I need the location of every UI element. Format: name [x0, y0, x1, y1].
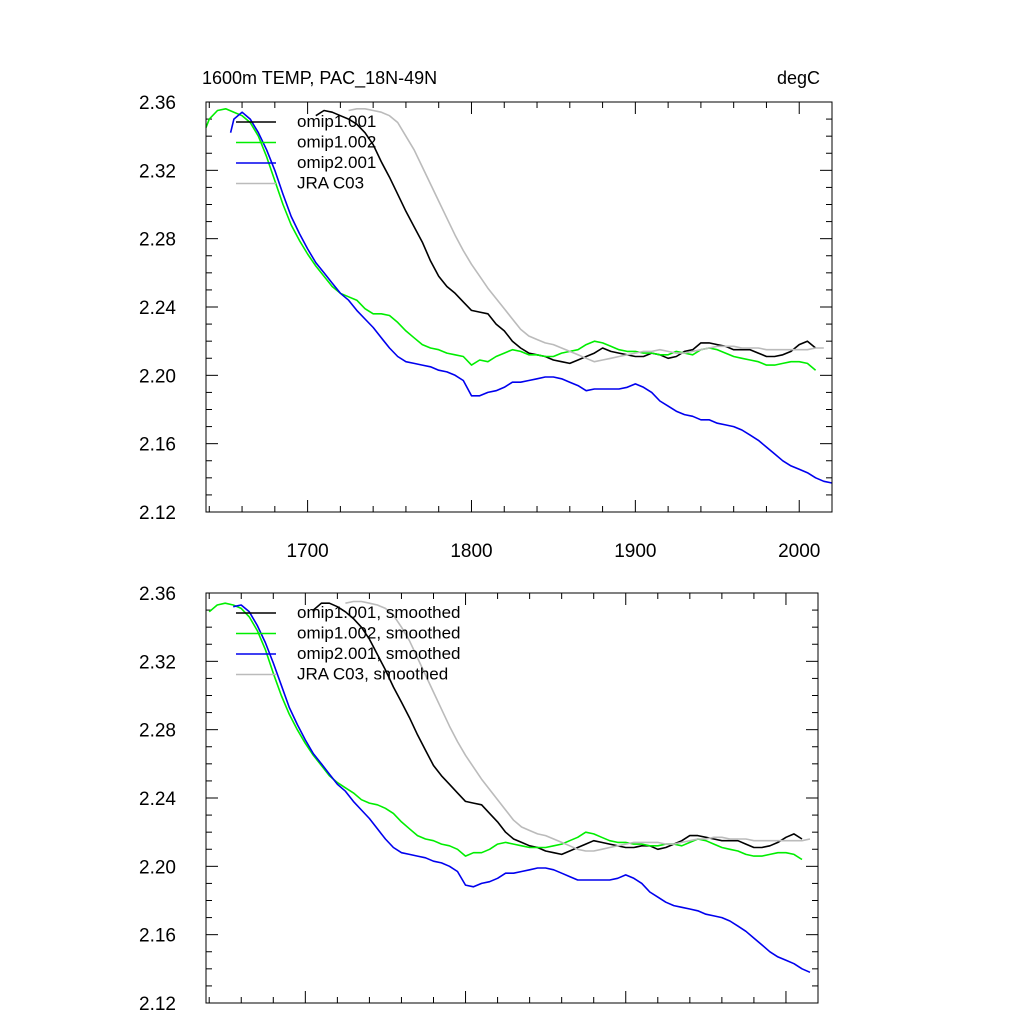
legend-label: JRA C03 [297, 174, 364, 193]
y-tick-label: 2.36 [139, 93, 176, 114]
y-tick-label: 2.28 [139, 721, 176, 742]
y-tick-label: 2.36 [139, 584, 176, 605]
chart-panel-top: 1600m TEMP, PAC_18N-49N degC 1700 1800 190… [139, 68, 833, 562]
y-tick-label: 2.20 [139, 857, 176, 878]
legend-label: omip1.002, smoothed [297, 624, 461, 643]
plot-frame [205, 592, 819, 1004]
y-tick-label: 2.28 [139, 230, 176, 251]
legend-label: JRA C03, smoothed [297, 665, 448, 684]
y-tick-label: 2.32 [139, 161, 176, 182]
series-line-omip1-002 [205, 108, 817, 371]
series-line-jra-c03 [348, 108, 824, 363]
y-tick-label: 2.16 [139, 926, 176, 947]
chart-title: 1600m TEMP, PAC_18N-49N [202, 68, 437, 89]
series-line-jra-c03-smoothed [345, 600, 811, 852]
x-tick-label: 1700 [286, 541, 328, 562]
chart-units: degC [777, 68, 820, 88]
y-tick-label: 2.12 [139, 994, 176, 1015]
series-line-omip1-001-smoothed [312, 602, 803, 856]
legend-label: omip2.001 [297, 153, 376, 172]
y-tick-label: 2.16 [139, 435, 176, 456]
legend-label: omip1.001, smoothed [297, 603, 461, 622]
y-tick-label: 2.24 [139, 298, 176, 319]
legend-label: omip2.001, smoothed [297, 644, 461, 663]
y-tick-label: 2.20 [139, 366, 176, 387]
y-tick-label: 2.24 [139, 789, 176, 810]
series-line-omip1-002-smoothed [208, 602, 803, 861]
series-line-omip2-001 [229, 111, 833, 484]
series-line-omip1-001 [315, 109, 817, 365]
plot-frame [205, 101, 833, 513]
series-line-omip2-001-smoothed [233, 604, 811, 974]
chart-panel-bottom: 2.12 2.16 2.20 2.24 2.28 2.32 2.36 omip1.001, s… [139, 584, 819, 1015]
y-tick-label: 2.12 [139, 503, 176, 524]
y-tick-label: 2.32 [139, 652, 176, 673]
legend-label: omip1.002 [297, 133, 376, 152]
x-tick-label: 1900 [614, 541, 656, 562]
legend-label: omip1.001 [297, 112, 376, 131]
x-tick-label: 1800 [450, 541, 492, 562]
x-tick-label: 2000 [778, 541, 820, 562]
